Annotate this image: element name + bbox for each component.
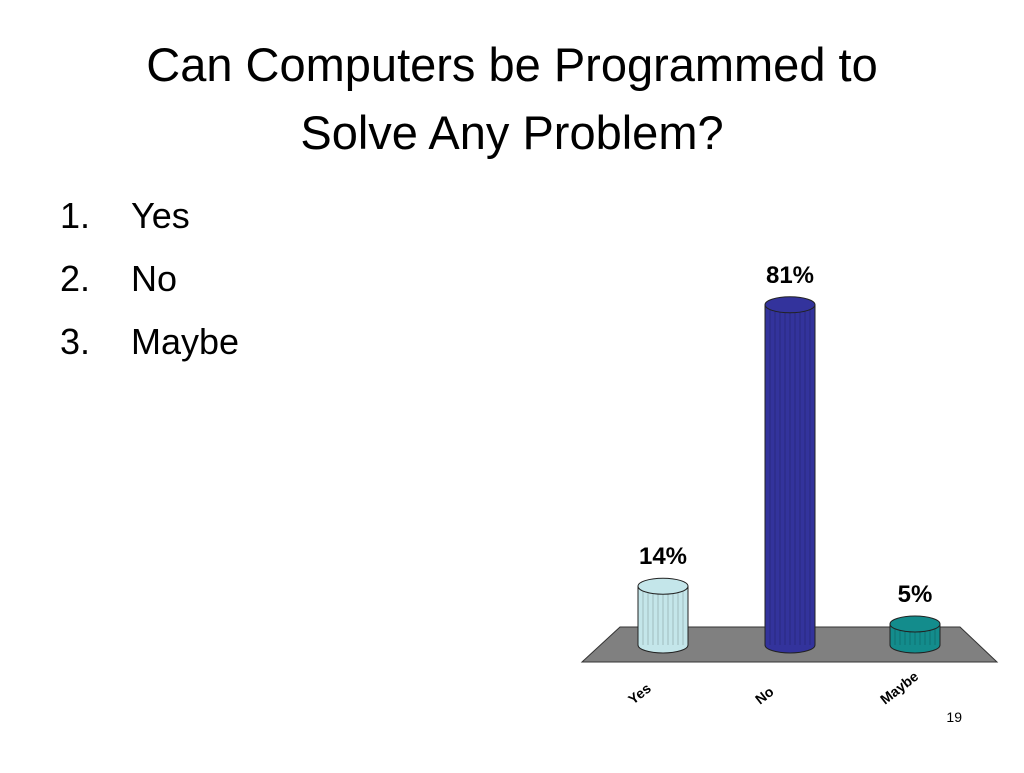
bar-body: [765, 304, 815, 645]
list-marker: 2.: [60, 258, 90, 299]
bar-top: [889, 615, 941, 633]
page-number: 19: [946, 709, 962, 725]
bar: [764, 296, 816, 654]
list-marker: 3.: [60, 321, 90, 362]
bar-top: [637, 577, 689, 595]
list-text: Yes: [131, 195, 190, 236]
bar-body: [638, 586, 688, 645]
x-tick-label: Yes: [625, 680, 654, 708]
list-marker: 1.: [60, 195, 90, 236]
bar: [637, 577, 689, 654]
value-label: 14%: [639, 543, 687, 570]
list-text: No: [131, 258, 177, 299]
value-label: 81%: [766, 262, 814, 289]
bar: [889, 615, 941, 654]
list-text: Maybe: [131, 321, 239, 362]
x-tick-label: No: [752, 683, 777, 707]
slide-title: Solve Any Problem?: [300, 106, 723, 159]
x-tick-label: Maybe: [877, 668, 921, 708]
slide-title: Can Computers be Programmed to: [146, 38, 877, 91]
value-label: 5%: [898, 581, 933, 608]
bar-top: [764, 296, 816, 314]
